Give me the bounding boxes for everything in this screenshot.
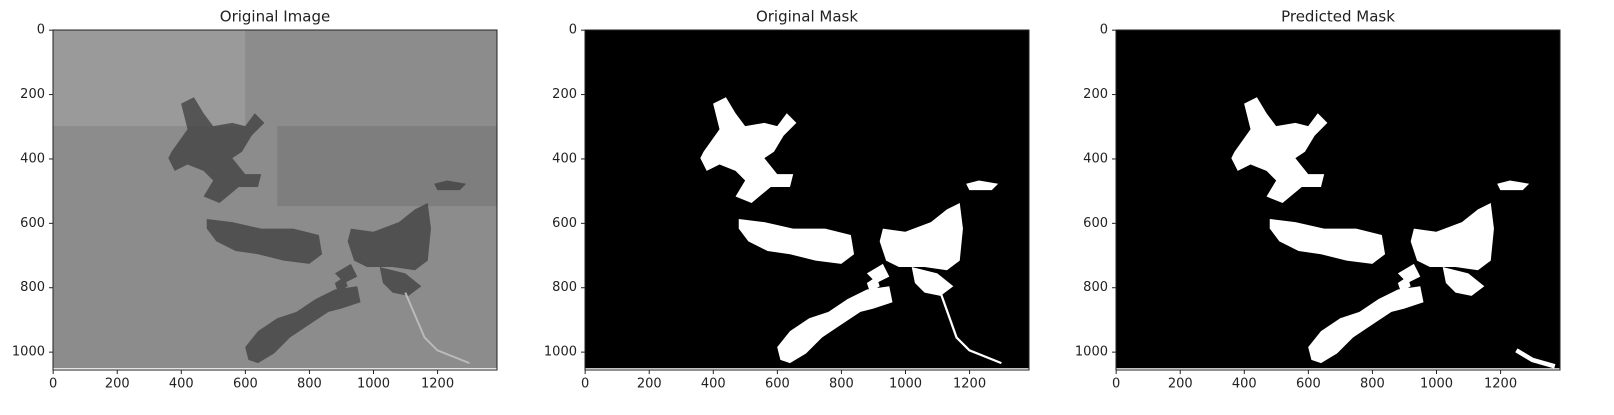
y-tick-label: 400	[20, 151, 45, 166]
image-original	[53, 30, 497, 369]
y-tick-label: 800	[1083, 280, 1108, 295]
y-tick-label: 0	[569, 23, 577, 38]
x-tick-label: 400	[1232, 377, 1257, 392]
y-tick-label: 1000	[1075, 345, 1108, 360]
x-tick-label: 0	[1112, 377, 1120, 392]
x-tick-label: 200	[105, 377, 130, 392]
x-tick-label: 400	[169, 377, 194, 392]
y-tick-label: 200	[20, 87, 45, 102]
y-tick-label: 600	[552, 216, 577, 231]
x-tick-label: 1000	[889, 377, 922, 392]
y-tick-label: 600	[1083, 216, 1108, 231]
chart-title: Predicted Mask	[1281, 8, 1395, 26]
x-tick-label: 1000	[1420, 377, 1453, 392]
y-tick-label: 1000	[544, 345, 577, 360]
y-tick-label: 800	[552, 280, 577, 295]
x-tick-label: 800	[297, 377, 322, 392]
x-tick-label: 0	[49, 377, 57, 392]
x-tick-label: 1200	[421, 377, 454, 392]
x-tick-label: 400	[701, 377, 726, 392]
x-tick-label: 600	[765, 377, 790, 392]
chart-title: Original Mask	[756, 8, 858, 26]
y-tick-label: 0	[1100, 23, 1108, 38]
axes-frame	[1115, 29, 1561, 371]
x-tick-label: 1200	[1484, 377, 1517, 392]
y-tick-label: 0	[37, 23, 45, 38]
x-tick-label: 1000	[357, 377, 390, 392]
x-tick-label: 600	[233, 377, 258, 392]
axes-frame	[584, 29, 1030, 371]
axes-frame	[52, 29, 498, 371]
x-tick-label: 200	[637, 377, 662, 392]
y-tick-label: 800	[20, 280, 45, 295]
x-tick-label: 0	[581, 377, 589, 392]
y-tick-label: 400	[1083, 151, 1108, 166]
y-tick-label: 200	[1083, 87, 1108, 102]
y-tick-label: 600	[20, 216, 45, 231]
x-tick-label: 800	[1360, 377, 1385, 392]
x-tick-label: 600	[1296, 377, 1321, 392]
y-tick-label: 200	[552, 87, 577, 102]
image-predicted-mask	[1116, 30, 1560, 369]
chart-title: Original Image	[220, 8, 330, 26]
x-tick-label: 200	[1168, 377, 1193, 392]
x-tick-label: 800	[829, 377, 854, 392]
y-tick-label: 1000	[12, 345, 45, 360]
y-tick-label: 400	[552, 151, 577, 166]
x-tick-label: 1200	[953, 377, 986, 392]
image-original-mask	[585, 30, 1029, 369]
